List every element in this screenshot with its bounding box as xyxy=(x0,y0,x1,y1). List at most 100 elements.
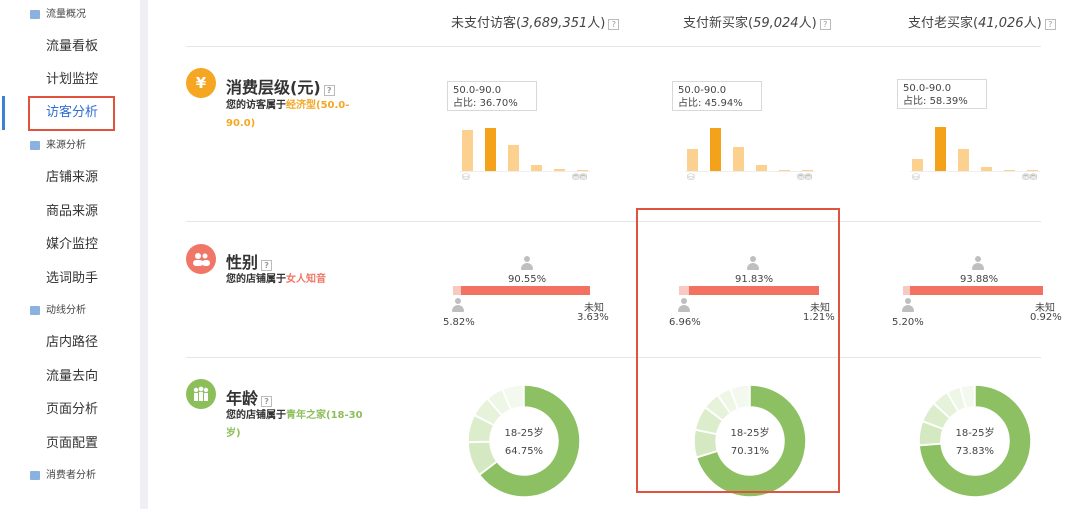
folder-icon xyxy=(30,471,40,480)
sidebar-group-consumer-analysis[interactable]: 消费者分析 xyxy=(0,466,140,486)
spending-bar[interactable] xyxy=(912,159,923,171)
spending-bar[interactable] xyxy=(508,145,519,171)
spending-bar[interactable] xyxy=(710,128,721,171)
unknown-label: 未知 xyxy=(584,303,604,314)
male-person-icon xyxy=(678,298,690,312)
spending-level-desc: 您的访客属于经济型(50.0-90.0) xyxy=(226,100,350,129)
age-donut-label-col1: 18-25岁 64.75% xyxy=(504,428,544,457)
female-person-icon xyxy=(972,256,984,270)
histogram-baseline xyxy=(910,171,1040,172)
spending-bar[interactable] xyxy=(554,169,565,171)
sidebar-item-keyword-helper[interactable]: 选词助手 xyxy=(46,271,99,286)
age-donut-label-col2: 18-25岁 70.31% xyxy=(730,428,770,457)
sidebar-item-product-source[interactable]: 商品来源 xyxy=(46,204,99,219)
age-donut-slice[interactable] xyxy=(918,384,1032,498)
active-item-highlight xyxy=(28,96,115,131)
age-donut-slice[interactable] xyxy=(729,384,751,411)
coin-low-icon: ⛁ xyxy=(912,173,920,183)
unknown-label: 未知 xyxy=(1035,303,1055,314)
spending-tooltip-col2: 50.0-90.0 占比: 45.94% xyxy=(672,81,762,111)
column-header-returning-buyers: 支付老买家(41,026人)? xyxy=(908,12,1056,31)
spending-bar[interactable] xyxy=(802,170,813,171)
help-icon[interactable]: ? xyxy=(261,396,273,407)
help-icon[interactable]: ? xyxy=(1044,19,1056,30)
active-indicator xyxy=(2,96,5,130)
female-bar xyxy=(910,286,1043,295)
spending-bar[interactable] xyxy=(577,170,588,171)
male-percent: 5.20% xyxy=(892,317,924,328)
spending-tooltip-col3: 50.0-90.0 占比: 58.39% xyxy=(897,79,987,109)
sidebar-divider xyxy=(140,0,148,509)
folder-icon xyxy=(30,306,40,315)
spending-bar[interactable] xyxy=(935,127,946,171)
coin-stack-icon: ⛃⛃ xyxy=(1022,173,1038,183)
unknown-percent: 3.63% xyxy=(577,312,609,323)
female-person-icon xyxy=(521,256,533,270)
sidebar-item-store-path[interactable]: 店内路径 xyxy=(46,335,99,350)
male-person-icon xyxy=(902,298,914,312)
age-desc: 您的店铺属于青年之家(18-30岁) xyxy=(226,410,363,439)
female-percent: 93.88% xyxy=(960,274,999,285)
sidebar-group-source-analysis[interactable]: 来源分析 xyxy=(0,136,140,156)
age-donut-slice[interactable] xyxy=(501,384,525,411)
column-header-unpaid-visitors: 未支付访客(3,689,351人)? xyxy=(451,12,620,31)
spending-tooltip-col1: 50.0-90.0 占比: 36.70% xyxy=(447,81,537,111)
spending-bar[interactable] xyxy=(981,167,992,171)
spending-bar[interactable] xyxy=(462,130,473,171)
sidebar-item-traffic-destination[interactable]: 流量去向 xyxy=(46,369,99,384)
age-donut-slice[interactable] xyxy=(959,384,976,410)
spending-bar[interactable] xyxy=(779,170,790,171)
histogram-baseline xyxy=(685,171,815,172)
male-bar xyxy=(679,286,689,295)
folder-icon xyxy=(30,10,40,19)
sidebar-group-flow-analysis[interactable]: 动线分析 xyxy=(0,301,140,321)
spending-bar[interactable] xyxy=(1027,170,1038,171)
sidebar-item-traffic-dashboard[interactable]: 流量看板 xyxy=(46,39,99,54)
spending-bar[interactable] xyxy=(485,128,496,171)
female-person-icon xyxy=(747,256,759,270)
unknown-label: 未知 xyxy=(810,303,830,314)
coin-stack-icon: ⛃⛃ xyxy=(797,173,813,183)
spending-bar[interactable] xyxy=(1004,170,1015,171)
folder-icon xyxy=(30,141,40,150)
unknown-percent: 1.21% xyxy=(803,312,835,323)
sidebar-group-traffic-overview[interactable]: 流量概况 xyxy=(0,5,140,25)
histogram-baseline xyxy=(460,171,590,172)
unknown-percent: 0.92% xyxy=(1030,312,1062,323)
help-icon[interactable]: ? xyxy=(608,19,620,30)
female-percent: 90.55% xyxy=(508,274,547,285)
sidebar-item-page-config[interactable]: 页面配置 xyxy=(46,436,99,451)
spending-bar[interactable] xyxy=(958,149,969,171)
column-header-new-buyers: 支付新买家(59,024人)? xyxy=(683,12,831,31)
age-title: 年龄? xyxy=(226,385,273,409)
coin-low-icon: ⛁ xyxy=(462,173,470,183)
sidebar-item-shop-source[interactable]: 店铺来源 xyxy=(46,170,99,185)
divider xyxy=(186,46,1041,47)
gender-desc: 您的店铺属于女人知音 xyxy=(226,274,326,285)
spending-bar[interactable] xyxy=(756,165,767,171)
users-icon xyxy=(186,244,216,274)
age-donut-slice[interactable] xyxy=(478,384,581,498)
yen-icon: ¥ xyxy=(186,68,216,98)
sidebar-item-page-analysis[interactable]: 页面分析 xyxy=(46,402,99,417)
spending-bar[interactable] xyxy=(733,147,744,171)
sidebar-item-plan-monitor[interactable]: 计划监控 xyxy=(46,72,99,87)
help-icon[interactable]: ? xyxy=(261,260,273,271)
spending-bar[interactable] xyxy=(687,149,698,171)
divider xyxy=(186,357,1041,358)
spending-bar[interactable] xyxy=(531,165,542,171)
sidebar-item-visitor-analysis[interactable]: 访客分析 xyxy=(46,105,99,120)
help-icon[interactable]: ? xyxy=(819,19,831,30)
family-icon xyxy=(186,379,216,409)
divider xyxy=(186,221,1041,222)
female-bar xyxy=(461,286,590,295)
help-icon[interactable]: ? xyxy=(323,85,335,96)
male-percent: 6.96% xyxy=(669,317,701,328)
sidebar-item-media-monitor[interactable]: 媒介监控 xyxy=(46,237,99,252)
age-donut-slice[interactable] xyxy=(695,384,807,498)
age-donut-label-col3: 18-25岁 73.83% xyxy=(955,428,995,457)
coin-low-icon: ⛁ xyxy=(687,173,695,183)
sidebar: 流量概况 流量看板 计划监控 访客分析 来源分析 店铺来源 商品来源 媒介监控 … xyxy=(0,0,140,509)
